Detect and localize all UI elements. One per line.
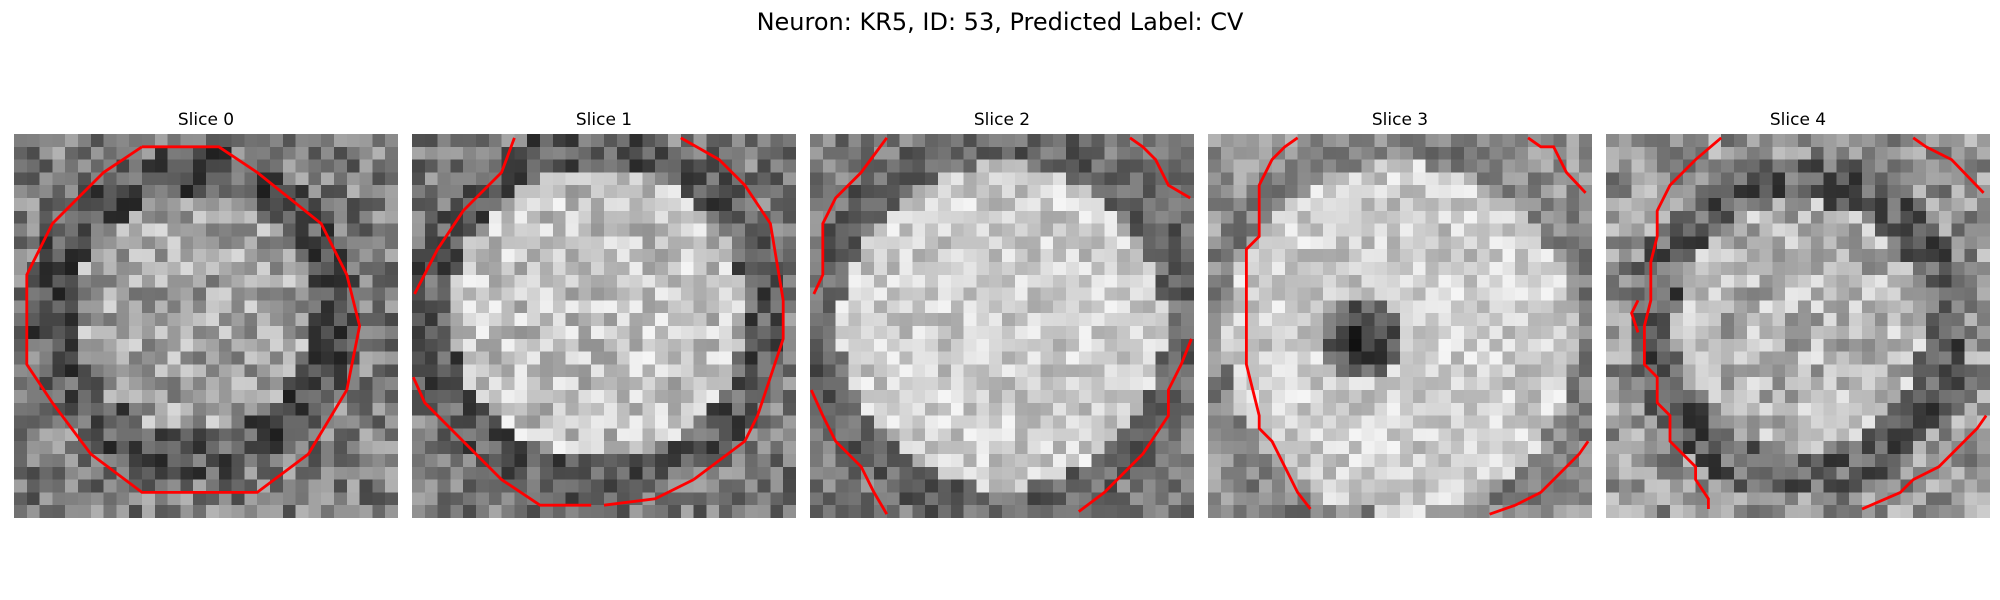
slice-title: Slice 4 bbox=[1606, 110, 1990, 130]
pixel-grid bbox=[412, 134, 796, 518]
slice-title: Slice 1 bbox=[412, 110, 796, 130]
slice-image bbox=[14, 134, 398, 518]
slice-image-svg bbox=[412, 134, 796, 518]
slice-image-svg bbox=[14, 134, 398, 518]
slice-image bbox=[810, 134, 1194, 518]
slice-image bbox=[412, 134, 796, 518]
slice-image bbox=[1208, 134, 1592, 518]
pixel-grid bbox=[1606, 134, 1990, 518]
pixel-grid bbox=[14, 134, 398, 518]
slice-image-svg bbox=[1606, 134, 1990, 518]
slice-image bbox=[1606, 134, 1990, 518]
pixel-grid bbox=[1208, 134, 1592, 518]
slice-title: Slice 0 bbox=[14, 110, 398, 130]
slice-image-svg bbox=[1208, 134, 1592, 518]
slice-panel-2: Slice 2 bbox=[810, 110, 1194, 522]
slice-panel-1: Slice 1 bbox=[412, 110, 796, 522]
slice-title: Slice 2 bbox=[810, 110, 1194, 130]
figure-title: Neuron: KR5, ID: 53, Predicted Label: CV bbox=[0, 8, 2000, 36]
slice-title: Slice 3 bbox=[1208, 110, 1592, 130]
slice-image-svg bbox=[810, 134, 1194, 518]
slice-panel-0: Slice 0 bbox=[14, 110, 398, 522]
slice-panel-4: Slice 4 bbox=[1606, 110, 1990, 522]
slice-panel-3: Slice 3 bbox=[1208, 110, 1592, 522]
